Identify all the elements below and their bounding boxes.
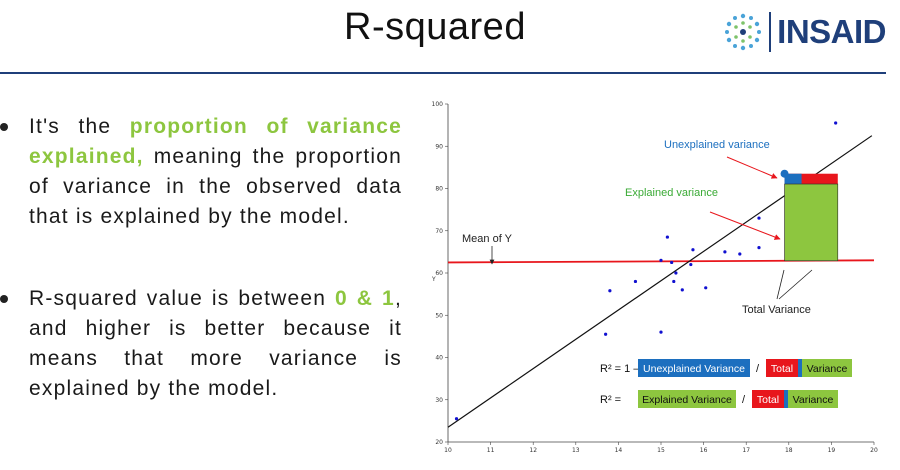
logo-divider [769, 12, 772, 52]
header-rule [0, 72, 886, 74]
bullet-2-rest: , and higher is better because it means … [29, 287, 402, 400]
explained-variance-box [784, 183, 839, 262]
unexplained-variance-box [784, 173, 802, 185]
x-tick-label: 10 [444, 447, 452, 454]
formula-2-prefix: R² = [600, 394, 621, 406]
formula-total-box [752, 390, 784, 408]
total-variance-label: Total Variance [742, 304, 811, 316]
r-squared-formulas: R² = 1 – Unexplained Variance / Total Varian… [600, 359, 852, 408]
data-point [672, 279, 676, 284]
formula-total-text: Total [757, 394, 779, 406]
data-point [665, 235, 669, 239]
formula-total-box [766, 359, 798, 377]
bullet-1-text: It's the [29, 115, 130, 138]
total-variance-leader-1 [776, 269, 785, 300]
x-tick-label: 14 [615, 447, 623, 454]
data-point [704, 286, 708, 290]
formula-variance-box [788, 390, 838, 408]
formula-total-divider [798, 359, 802, 377]
bullet-dot [0, 295, 8, 303]
formula-total-text: Total [771, 363, 793, 375]
data-point [723, 250, 727, 254]
x-tick-label: 19 [828, 447, 836, 454]
data-point [757, 246, 761, 250]
x-tick-label: 11 [487, 447, 495, 454]
y-tick-label: 30 [435, 397, 443, 404]
x-tick-label: 16 [700, 447, 708, 454]
y-tick-label: 40 [435, 355, 443, 362]
chart-ticks: 10 11 12 13 14 15 16 17 18 19 20 20 30 40 50 60 70 80 90 10… [432, 101, 878, 454]
x-tick-label: 12 [529, 447, 537, 454]
y-tick-label: 100 [432, 101, 444, 108]
bullet-list: It's the proportion of variance explaine… [0, 112, 402, 404]
variance-boxes [784, 173, 839, 262]
explained-arrow [709, 211, 781, 240]
scatter-points [454, 121, 838, 421]
data-point [689, 262, 693, 267]
y-tick-label: 70 [435, 228, 443, 235]
x-tick-label: 13 [572, 447, 580, 454]
bullet-dot [0, 123, 8, 131]
formula-total-divider [784, 390, 788, 408]
data-point [738, 252, 742, 256]
unexplained-label: Unexplained variance [664, 139, 770, 151]
explained-label: Explained variance [625, 187, 718, 199]
x-tick-label: 20 [870, 447, 878, 454]
formula-numerator-text: Explained Variance [642, 394, 732, 406]
data-point [608, 289, 612, 293]
y-tick-label: 20 [435, 439, 443, 446]
bullet-1-rest: meaning the proportion of variance in th… [29, 145, 402, 228]
insaid-logo: INSAID [723, 8, 886, 56]
formula-variance-text: Variance [807, 363, 848, 375]
data-point [604, 332, 608, 336]
data-point [670, 260, 674, 265]
x-tick-label: 17 [742, 447, 750, 454]
data-point [633, 279, 638, 284]
formula-numerator-box [638, 359, 750, 377]
data-point [834, 121, 838, 125]
y-tick-label: 60 [435, 270, 443, 277]
formula-variance-text: Variance [793, 394, 834, 406]
data-point [691, 248, 695, 252]
y-axis-label: Y [431, 276, 436, 283]
formula-numerator-text: Unexplained Variance [643, 363, 745, 375]
bullet-1: It's the proportion of variance explaine… [0, 112, 402, 232]
data-point [659, 330, 663, 334]
bullet-2-text: R-squared value is between [29, 287, 336, 310]
y-tick-label: 90 [435, 143, 443, 150]
slide-title: R-squared [344, 6, 526, 48]
data-point [659, 258, 663, 262]
data-point [674, 271, 678, 275]
formula-slash: / [756, 363, 760, 375]
y-tick-label: 50 [435, 312, 443, 319]
total-variance-leader-2 [778, 269, 813, 300]
data-point [454, 417, 459, 421]
bullet-2: R-squared value is between 0 & 1, and hi… [0, 284, 402, 404]
highlighted-data-point [780, 169, 789, 178]
formula-numerator-box [638, 390, 736, 408]
formula-variance-box [802, 359, 852, 377]
logo-mark-icon [725, 13, 762, 51]
r-squared-chart: Y 10 11 12 13 14 15 16 17 18 19 20 20 30 40 50 60 70 80 90… [431, 101, 878, 454]
unexplained-arrow [726, 156, 778, 179]
chart-annotations: Unexplained variance Explained variance Me… [462, 139, 813, 316]
formula-1-prefix: R² = 1 – [600, 363, 640, 375]
logo-text: INSAID [777, 13, 886, 50]
bullet-1-highlight: proportion of variance explained, [29, 115, 403, 168]
x-tick-label: 15 [657, 447, 665, 454]
formula-slash: / [742, 394, 746, 406]
y-tick-label: 80 [435, 186, 443, 193]
x-tick-label: 18 [785, 447, 793, 454]
mean-of-y-label: Mean of Y [462, 233, 513, 245]
data-point [757, 216, 761, 220]
bullet-2-highlight: 0 & 1 [335, 287, 395, 310]
data-point [680, 288, 684, 292]
